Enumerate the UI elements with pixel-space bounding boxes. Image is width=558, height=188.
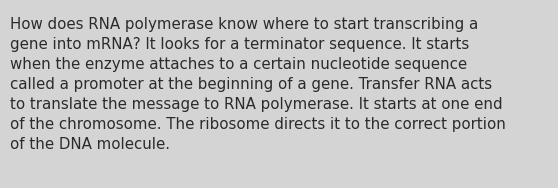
Text: How does RNA polymerase know where to start transcribing a
gene into mRNA? It lo: How does RNA polymerase know where to st… xyxy=(10,17,506,152)
